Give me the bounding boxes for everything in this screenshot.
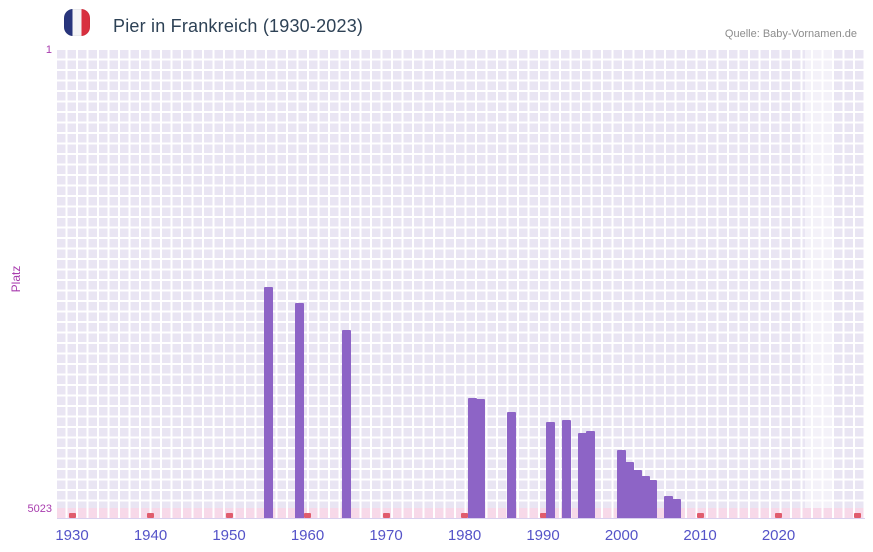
- x-tick-label-2000: 2000: [604, 527, 639, 544]
- unranked-marker-2020: [775, 513, 782, 518]
- unranked-marker-1940: [147, 513, 154, 518]
- y-axis-title: Platz: [9, 265, 23, 293]
- bar-1965: [342, 330, 352, 518]
- chart-title: Pier in Frankreich (1930-2023): [113, 16, 364, 36]
- x-tick-label-1990: 1990: [526, 527, 560, 544]
- bar-1986: [507, 411, 517, 518]
- x-tick-label-1950: 1950: [212, 527, 246, 544]
- x-tick-label-2020: 2020: [761, 527, 796, 544]
- plot-area: [57, 50, 865, 519]
- bar-2006: [664, 495, 674, 518]
- highlight-band: [805, 50, 832, 518]
- bar-1955: [263, 287, 273, 518]
- bar-2000: [617, 450, 626, 518]
- unranked-marker-2030: [853, 513, 861, 518]
- unranked-marker-1980: [461, 513, 468, 518]
- unranked-marker-1970: [382, 513, 390, 518]
- unranked-marker-1950: [225, 513, 233, 518]
- unranked-marker-1930: [68, 513, 76, 518]
- x-tick-label-1940: 1940: [133, 527, 168, 544]
- bar-2001: [624, 462, 634, 518]
- bar-1982: [475, 398, 485, 518]
- y-axis-top-label: 1: [45, 44, 52, 56]
- bar-1981: [467, 397, 477, 518]
- x-tick-label-1960: 1960: [290, 527, 325, 544]
- bar-1959: [295, 302, 305, 518]
- source-attribution: Quelle: Baby-Vornamen.de: [724, 28, 857, 40]
- bar-2003: [640, 475, 650, 518]
- unranked-marker-1990: [539, 513, 547, 518]
- bar-1996: [585, 430, 595, 518]
- y-axis-bottom-label: 5023: [27, 503, 52, 515]
- unranked-marker-2010: [696, 513, 704, 518]
- bar-1991: [546, 421, 556, 518]
- france-flag-icon: [64, 9, 90, 36]
- x-tick-label-2010: 2010: [683, 527, 717, 544]
- unranked-marker-1960: [304, 513, 311, 518]
- bar-1993: [562, 419, 572, 518]
- x-tick-label-1930: 1930: [55, 527, 89, 544]
- bar-1995: [577, 432, 587, 518]
- bar-2007: [671, 498, 681, 518]
- x-tick-label-1970: 1970: [369, 527, 403, 544]
- bar-2004: [648, 480, 658, 518]
- x-tick-label-1980: 1980: [447, 527, 482, 544]
- bar-2002: [632, 470, 642, 518]
